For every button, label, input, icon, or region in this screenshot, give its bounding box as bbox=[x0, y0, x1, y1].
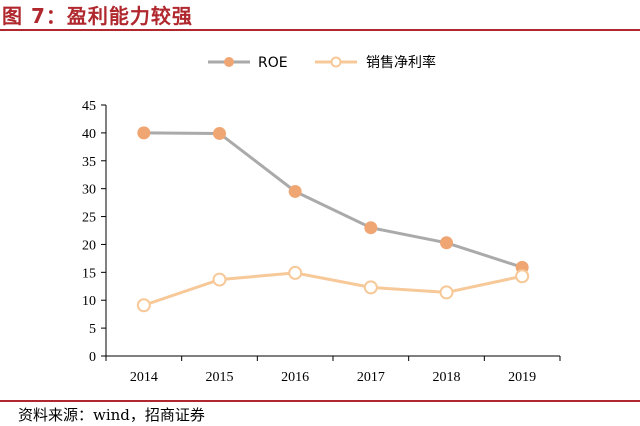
data-point bbox=[515, 269, 530, 284]
top-divider bbox=[0, 29, 640, 31]
x-tick-label: 2019 bbox=[508, 370, 536, 385]
chart-legend: ROE 销售净利率 bbox=[208, 54, 436, 71]
legend-marker bbox=[330, 56, 342, 68]
series-line-0 bbox=[143, 131, 523, 269]
data-point bbox=[212, 272, 227, 287]
x-tick-label: 2015 bbox=[206, 370, 234, 385]
chart-series bbox=[136, 126, 530, 313]
chart-axes: 0 5 10 15 20 25 30 35 40 45 2014 2015 2016 2017 2018 20… bbox=[82, 99, 561, 385]
x-tick-label: 2016 bbox=[281, 370, 309, 385]
y-tick-label: 10 bbox=[82, 294, 96, 309]
data-point bbox=[213, 126, 226, 140]
legend-label: ROE bbox=[258, 55, 288, 71]
legend-label: 销售净利率 bbox=[366, 54, 436, 71]
bottom-divider bbox=[0, 400, 640, 402]
y-tick-label: 30 bbox=[82, 183, 96, 198]
data-point bbox=[364, 221, 378, 235]
y-tick-label: 0 bbox=[89, 350, 96, 365]
y-tick-label: 15 bbox=[82, 266, 96, 281]
data-point bbox=[440, 236, 453, 250]
y-tick-label: 20 bbox=[82, 238, 96, 253]
x-tick-label: 2017 bbox=[357, 370, 385, 385]
legend-marker bbox=[224, 57, 234, 67]
line-chart: ROE 销售净利率 0 5 10 15 20 25 30 35 40 45 2014 2015 2016 2… bbox=[82, 54, 561, 385]
data-point bbox=[439, 285, 454, 300]
series-line-1 bbox=[143, 271, 523, 307]
data-point bbox=[288, 265, 303, 280]
y-tick-label: 40 bbox=[82, 127, 96, 142]
x-tick-label: 2014 bbox=[130, 370, 158, 385]
data-point bbox=[137, 126, 151, 140]
figure-title: 图 7：盈利能力较强 bbox=[2, 4, 193, 28]
y-tick-label: 5 bbox=[89, 322, 96, 337]
y-tick-label: 25 bbox=[82, 211, 96, 226]
x-tick-label: 2018 bbox=[433, 370, 461, 385]
y-tick-label: 45 bbox=[82, 99, 96, 114]
data-point bbox=[288, 184, 302, 198]
source-note: 资料来源：wind，招商证券 bbox=[18, 406, 205, 424]
data-point bbox=[363, 280, 378, 295]
y-tick-label: 35 bbox=[82, 155, 96, 170]
data-point bbox=[136, 298, 151, 313]
